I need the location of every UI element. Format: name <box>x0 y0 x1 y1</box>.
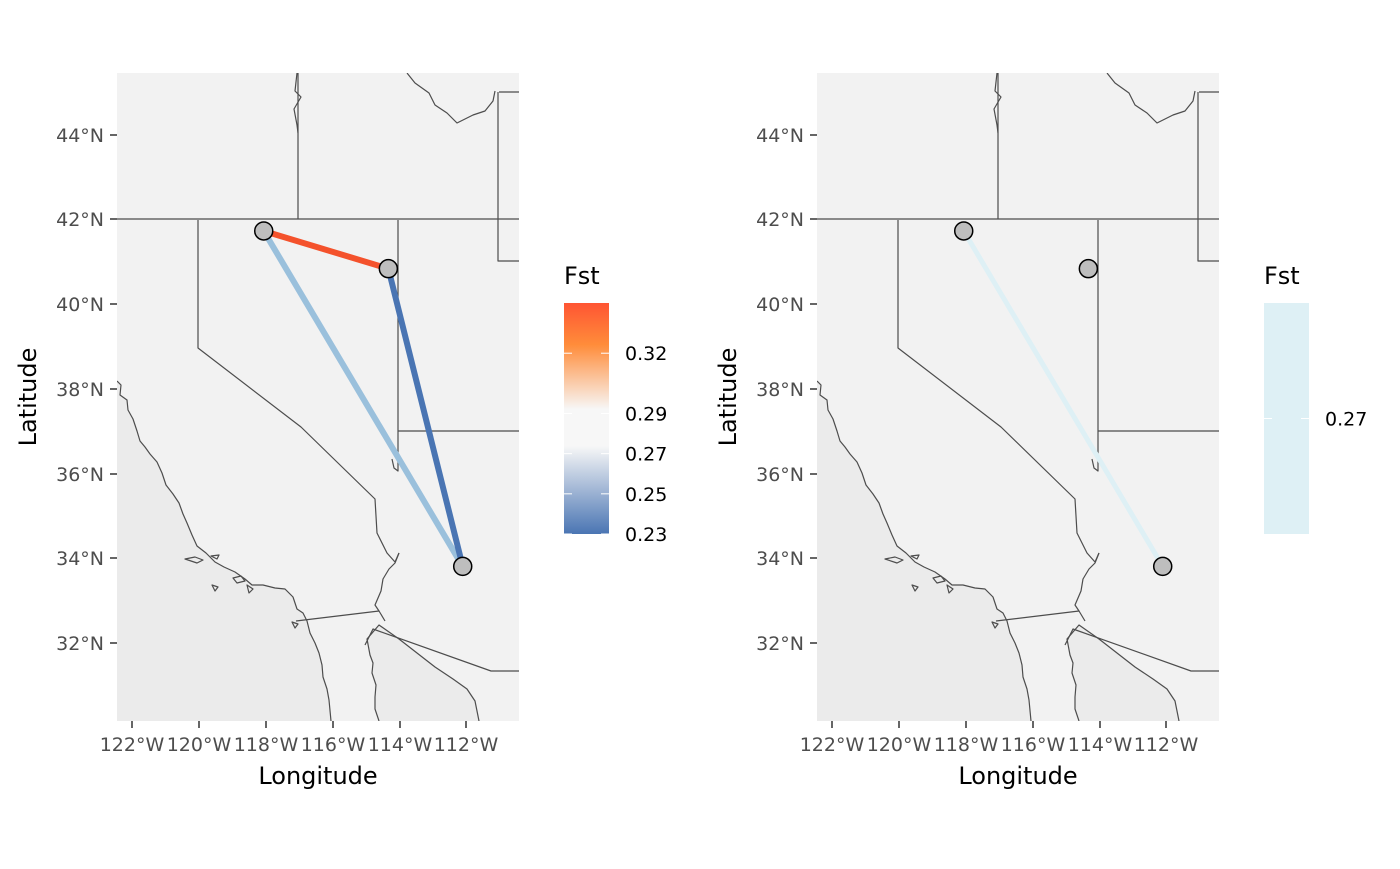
legend-label: 0.23 <box>625 524 667 546</box>
x-tick-label: 116°W <box>1001 734 1066 756</box>
map-panel-left: 32°N 34°N 36°N 38°N 40°N 42°N 44°N 122°W… <box>14 73 667 790</box>
y-tick-label: 38°N <box>756 379 804 401</box>
y-tick-label: 34°N <box>756 548 804 570</box>
legend-label: 0.27 <box>625 444 667 466</box>
y-tick-label: 40°N <box>56 294 104 316</box>
legend: Fst 0.32 0.29 0.27 0.25 0.23 <box>564 262 667 546</box>
map-panel-right: 32°N 34°N 36°N 38°N 40°N 42°N 44°N 122°W… <box>714 73 1367 790</box>
idaho-border <box>293 73 302 134</box>
coastline <box>117 380 332 721</box>
fst-edge <box>261 229 466 568</box>
legend-label: 0.25 <box>625 484 667 506</box>
x-tick-label: 112°W <box>434 734 499 756</box>
site-point <box>378 258 399 279</box>
site-point <box>1078 258 1099 279</box>
y-axis-title: Latitude <box>14 348 42 447</box>
fst-edge <box>385 267 466 568</box>
x-tick-label: 118°W <box>234 734 299 756</box>
legend-label: 0.29 <box>625 403 667 425</box>
state-border-ca-nv <box>197 220 400 563</box>
x-tick-label: 114°W <box>1068 734 1133 756</box>
basemap <box>817 73 1219 721</box>
x-tick-label: 112°W <box>1134 734 1199 756</box>
legend-label: 0.32 <box>625 343 667 365</box>
legend-title: Fst <box>1264 262 1300 290</box>
sample-sites <box>953 221 1173 577</box>
site-point <box>253 221 274 241</box>
y-tick-label: 36°N <box>756 464 804 486</box>
state-border-ca-nv <box>897 220 1100 563</box>
x-tick-label: 120°W <box>867 734 932 756</box>
y-tick-label: 42°N <box>756 209 804 231</box>
y-axis: 32°N 34°N 36°N 38°N 40°N 42°N 44°N <box>756 125 817 655</box>
y-tick-label: 38°N <box>56 379 104 401</box>
sample-sites <box>253 221 473 577</box>
y-tick-label: 34°N <box>56 548 104 570</box>
fst-edge <box>961 229 1165 568</box>
x-axis: 122°W 120°W 118°W 116°W 114°W 112°W <box>800 721 1199 756</box>
gulf-coast <box>366 624 480 721</box>
state-border-nv-ut <box>391 220 399 472</box>
state-border-nv-ut <box>1091 220 1099 472</box>
x-tick-label: 120°W <box>167 734 232 756</box>
legend: Fst 0.27 <box>1264 262 1367 534</box>
islands <box>184 554 299 629</box>
y-tick-label: 44°N <box>756 125 804 147</box>
coastline <box>817 380 1032 721</box>
x-tick-label: 122°W <box>800 734 865 756</box>
montana-border <box>1106 73 1196 124</box>
x-tick-label: 116°W <box>301 734 366 756</box>
x-axis-title: Longitude <box>958 762 1077 790</box>
state-border-id-wy <box>497 91 519 262</box>
state-border-id-wy <box>1197 91 1219 262</box>
x-axis-title: Longitude <box>258 762 377 790</box>
y-tick-label: 40°N <box>756 294 804 316</box>
gulf-coast <box>1066 624 1180 721</box>
islands <box>884 554 999 629</box>
fst-edges <box>261 228 466 568</box>
legend-title: Fst <box>564 262 600 290</box>
fst-edge <box>262 228 390 272</box>
idaho-border <box>993 73 1002 134</box>
montana-border <box>406 73 496 124</box>
x-tick-label: 122°W <box>100 734 165 756</box>
y-tick-label: 42°N <box>56 209 104 231</box>
y-tick-label: 32°N <box>756 633 804 655</box>
ca-az-border <box>374 552 400 612</box>
site-point <box>452 556 473 577</box>
y-axis-title: Latitude <box>714 348 742 447</box>
site-point <box>1152 556 1173 577</box>
y-tick-label: 32°N <box>56 633 104 655</box>
x-tick-label: 114°W <box>368 734 433 756</box>
y-axis: 32°N 34°N 36°N 38°N 40°N 42°N 44°N <box>56 125 117 655</box>
legend-label: 0.27 <box>1325 409 1367 431</box>
basemap <box>117 73 519 721</box>
y-tick-label: 44°N <box>56 125 104 147</box>
y-tick-label: 36°N <box>56 464 104 486</box>
x-tick-label: 118°W <box>934 734 999 756</box>
fst-edges <box>961 229 1165 568</box>
x-axis: 122°W 120°W 118°W 116°W 114°W 112°W <box>100 721 499 756</box>
colorbar <box>564 303 609 534</box>
colorbar-ticks <box>564 352 609 535</box>
site-point <box>953 221 974 241</box>
ca-az-border <box>1074 552 1100 612</box>
